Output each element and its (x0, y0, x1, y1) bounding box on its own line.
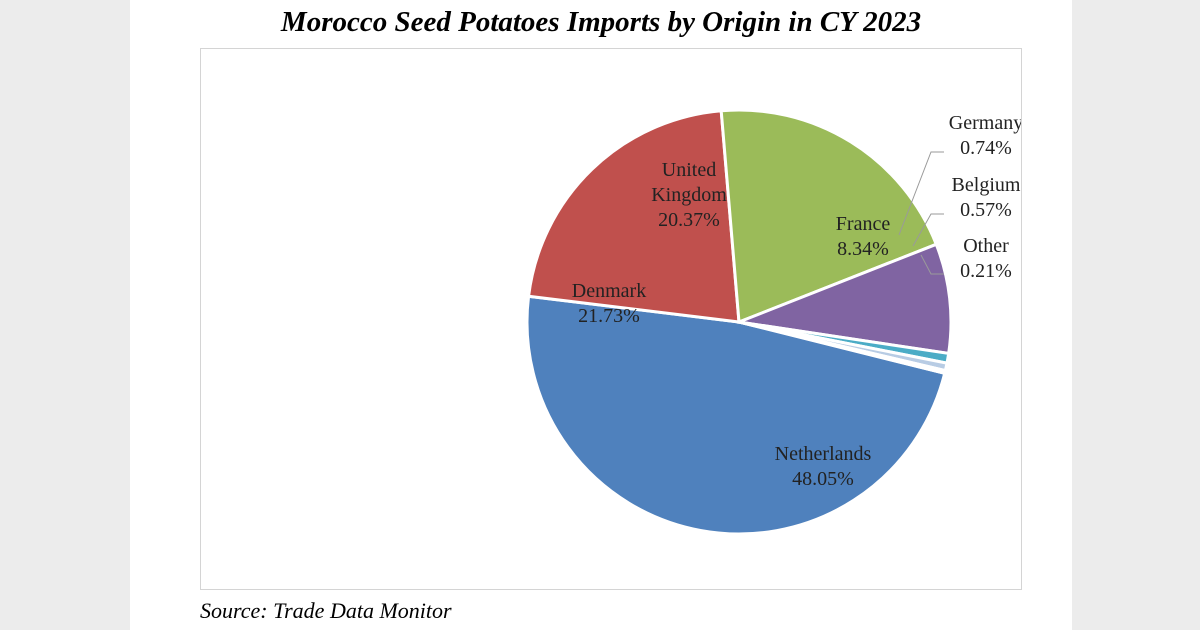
slice-label-denmark: Denmark 21.73% (572, 280, 646, 327)
slice-label-netherlands: Netherlands 48.05% (775, 443, 872, 490)
slice-label-other: Other 0.21% (960, 235, 1012, 282)
pie-slice-other (738, 320, 948, 376)
leader-line-germany (898, 151, 944, 236)
chart-frame: Netherlands 48.05% Denmark 21.73% United King… (200, 48, 1022, 590)
slice-label-germany: Germany 0.74% (949, 112, 1021, 159)
leader-line-other (920, 254, 944, 275)
slice-label-belgium: Belgium 0.57% (952, 174, 1021, 221)
chart-title: Morocco Seed Potatoes Imports by Origin … (280, 6, 922, 38)
pie-slice-denmark (526, 109, 741, 324)
pie-slice-united-kingdom (719, 108, 939, 325)
source-note: Source: Trade Data Monitor (200, 598, 452, 623)
pie-slice-netherlands (525, 294, 947, 536)
slice-label-france: France 8.34% (836, 213, 891, 260)
page: Morocco Seed Potatoes Imports by Origin … (130, 0, 1072, 630)
pie-chart: Netherlands 48.05% Denmark 21.73% United King… (525, 108, 1021, 536)
leader-line-belgium (912, 213, 944, 247)
slice-label-united-kingdom: United Kingdom 20.37% (651, 159, 727, 231)
pie-slice-france (733, 242, 953, 356)
